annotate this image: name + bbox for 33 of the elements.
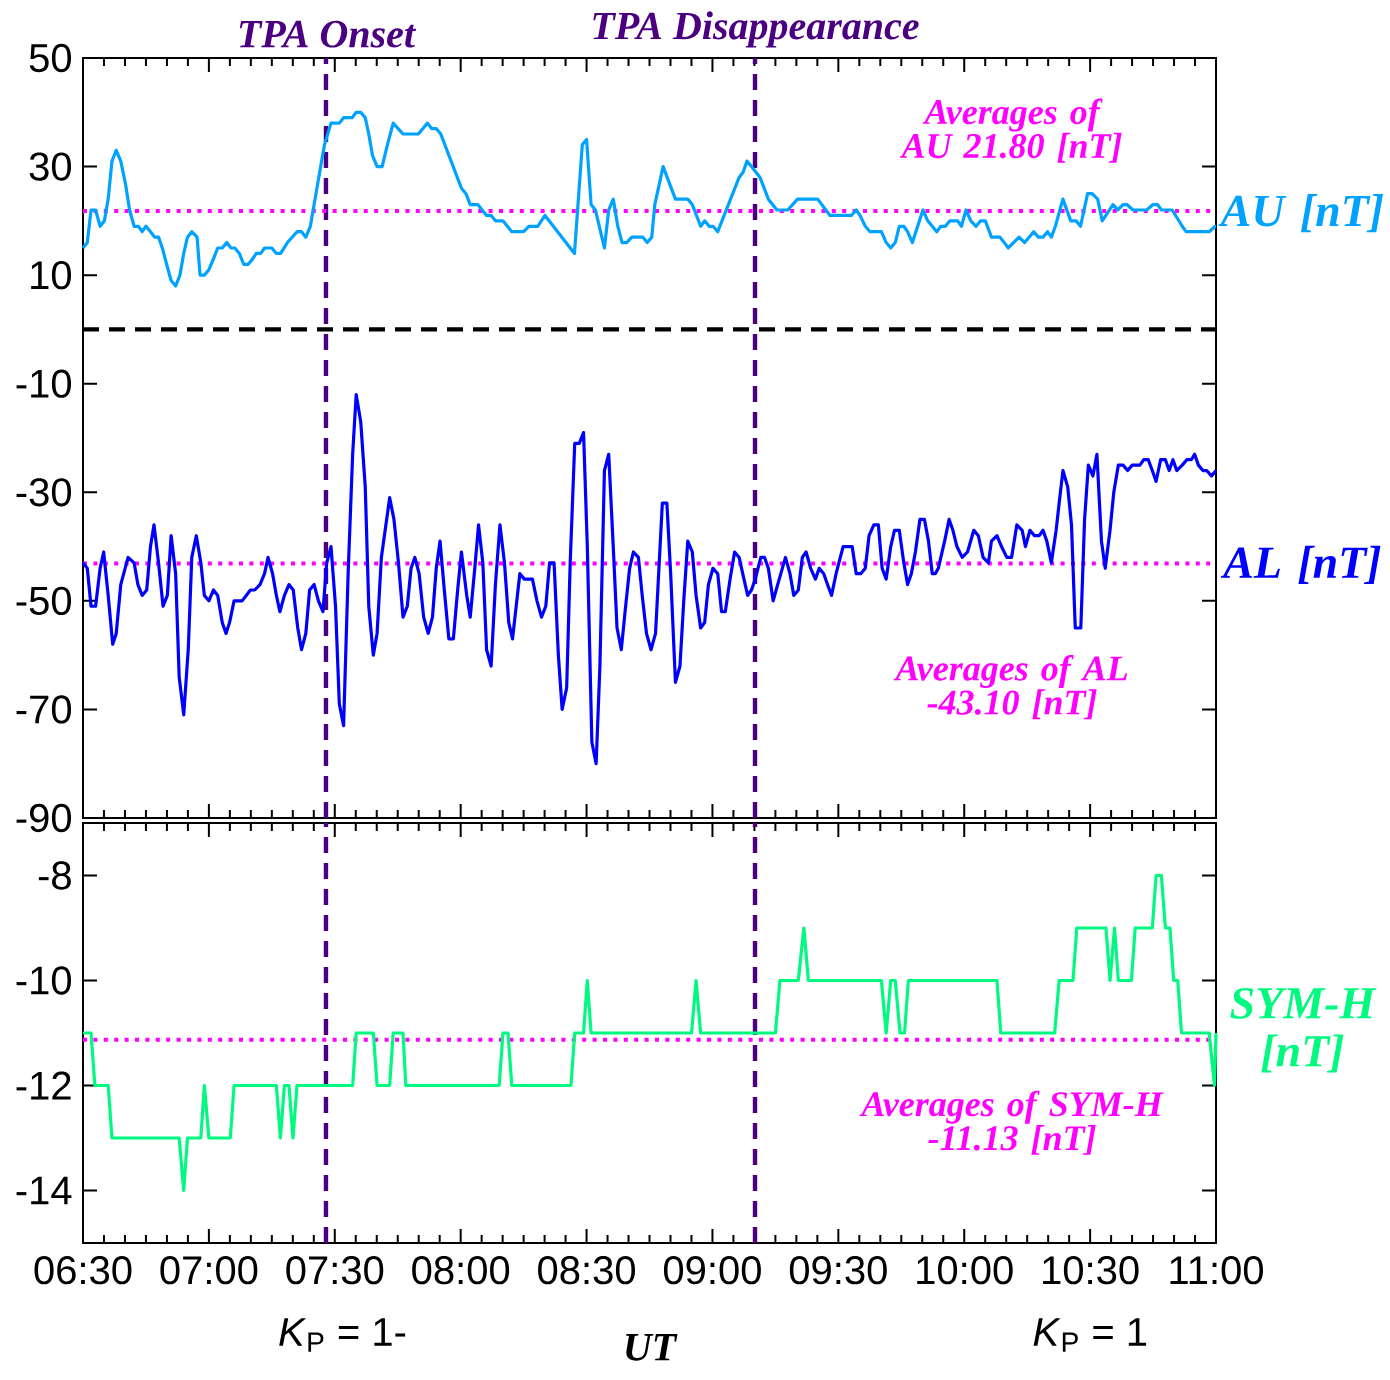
series-label: AU [nT] bbox=[1218, 194, 1383, 233]
y-tick-label: 10 bbox=[31, 260, 72, 290]
y-tick-label: -30 bbox=[16, 478, 72, 507]
ref-line-label: TPA Disappearance bbox=[593, 11, 919, 48]
text: K$_{P}$ = 1- bbox=[279, 1318, 406, 1352]
x-tick-label: 07:30 bbox=[286, 1256, 384, 1285]
x-tick-label: 10:30 bbox=[1043, 1256, 1139, 1285]
x-axis-title: UT bbox=[626, 1334, 678, 1361]
y-tick-label: -12 bbox=[16, 1071, 71, 1100]
x-tick-label: 09:00 bbox=[663, 1256, 761, 1285]
x-tick-label: 08:30 bbox=[538, 1256, 636, 1285]
series-label: AL [nT] bbox=[1220, 545, 1381, 584]
x-tick-label: 07:00 bbox=[160, 1256, 258, 1285]
ref-line-label: Averages of AU 21.80 [nT] bbox=[899, 98, 1122, 163]
y-tick-label: -10 bbox=[16, 966, 72, 995]
ref-line-label: Averages of AL -43.10 [nT] bbox=[893, 655, 1128, 720]
y-tick-label: -10 bbox=[16, 369, 72, 398]
ref-line-label: Averages of SYM-H -11.13 [nT] bbox=[859, 1090, 1164, 1155]
x-tick-label: 11:00 bbox=[1170, 1256, 1263, 1285]
y-tick-label: 30 bbox=[29, 152, 72, 181]
y-tick-label: -90 bbox=[16, 803, 72, 833]
y-tick-label: -70 bbox=[16, 695, 72, 724]
y-tick-label: -8 bbox=[38, 861, 71, 890]
ref-line-label: TPA Onset bbox=[239, 20, 416, 48]
y-tick-label: 50 bbox=[29, 43, 72, 73]
series-label: SYM-H [nT] bbox=[1230, 987, 1377, 1073]
y-tick-label: -14 bbox=[16, 1176, 72, 1205]
x-tick-label: 09:30 bbox=[789, 1256, 887, 1285]
x-tick-label: 10:00 bbox=[917, 1256, 1013, 1285]
x-tick-label: 08:00 bbox=[412, 1256, 510, 1285]
text: K$_{P}$ = 1 bbox=[1033, 1318, 1147, 1352]
y-tick-label: -50 bbox=[16, 586, 72, 615]
x-tick-label: 06:30 bbox=[34, 1256, 132, 1285]
